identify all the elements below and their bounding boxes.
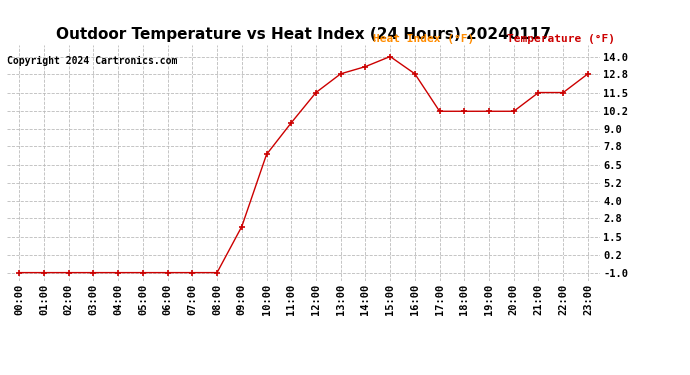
Text: Temperature (°F): Temperature (°F) bbox=[507, 34, 615, 44]
Title: Outdoor Temperature vs Heat Index (24 Hours) 20240117: Outdoor Temperature vs Heat Index (24 Ho… bbox=[56, 27, 551, 42]
Text: Copyright 2024 Cartronics.com: Copyright 2024 Cartronics.com bbox=[7, 56, 177, 66]
Text: Heat Index (°F): Heat Index (°F) bbox=[373, 34, 474, 44]
